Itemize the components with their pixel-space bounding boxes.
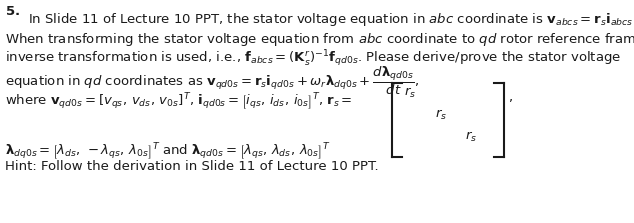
Text: inverse transformation is used, i.e., $\mathbf{f}_{abcs} = (\mathbf{K}_s^r)^{-1}: inverse transformation is used, i.e., $\… (5, 48, 621, 69)
Text: $r_s$: $r_s$ (465, 130, 477, 144)
Text: Hint: Follow the derivation in Slide 11 of Lecture 10 PPT.: Hint: Follow the derivation in Slide 11 … (5, 160, 378, 173)
Text: where $\mathbf{v}_{qd0s} = \left[v_{qs},\,v_{ds},\,v_{0s}\right]^T$, $\mathbf{i}: where $\mathbf{v}_{qd0s} = \left[v_{qs},… (5, 91, 353, 112)
Text: ,: , (508, 91, 512, 104)
Text: In Slide 11 of Lecture 10 PPT, the stator voltage equation in $\mathit{abc}$ coo: In Slide 11 of Lecture 10 PPT, the stato… (28, 5, 634, 35)
Text: $\mathbf{5.}$: $\mathbf{5.}$ (5, 5, 20, 18)
Text: $\boldsymbol{\lambda}_{dq0s} = \left[\lambda_{ds},\,-\lambda_{qs},\,\lambda_{0s}: $\boldsymbol{\lambda}_{dq0s} = \left[\la… (5, 141, 330, 162)
Text: $r_s$: $r_s$ (435, 108, 447, 122)
Text: equation in $\mathit{qd}$ coordinates as $\mathbf{v}_{qd0s} = \mathbf{r}_s\mathb: equation in $\mathit{qd}$ coordinates as… (5, 65, 419, 97)
Text: $r_s$: $r_s$ (404, 85, 417, 99)
Text: When transforming the stator voltage equation from $\mathit{abc}$ coordinate to : When transforming the stator voltage equ… (5, 31, 634, 48)
